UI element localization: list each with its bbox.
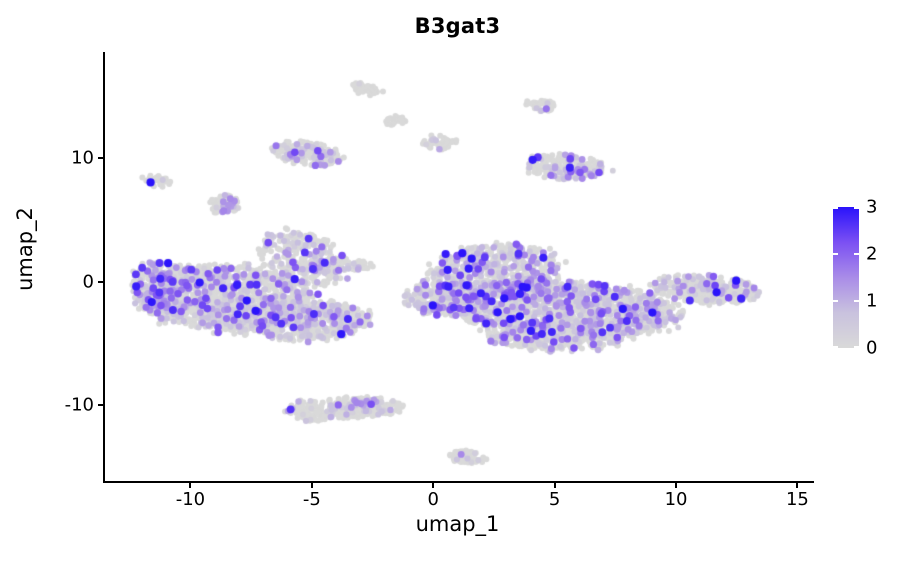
y-tick-label: 0	[82, 271, 94, 293]
colorbar-tick-label: 1	[866, 290, 878, 312]
y-tick-label: -10	[64, 394, 94, 416]
y-tick-mark	[98, 280, 103, 283]
colorbar-tick-label: 0	[866, 337, 878, 359]
colorbar-tick-mark	[833, 253, 838, 255]
colorbar-tick-mark	[854, 300, 859, 302]
x-tick-label: 0	[427, 489, 439, 510]
colorbar-tick-mark	[833, 300, 838, 302]
x-tick-mark	[432, 483, 435, 488]
colorbar-tick-label: 3	[866, 196, 878, 218]
y-axis-spine	[103, 52, 105, 483]
page-title: B3gat3	[414, 14, 501, 38]
x-tick-label: -10	[175, 489, 206, 510]
colorbar-tick-label: 2	[866, 243, 878, 265]
colorbar-gradient	[833, 207, 859, 348]
plot-area	[103, 52, 812, 482]
x-axis-label: umap_1	[415, 512, 500, 536]
colorbar-tick-mark	[854, 253, 859, 255]
x-tick-label: -5	[302, 489, 321, 510]
colorbar-tick-mark	[833, 346, 838, 348]
x-tick-mark	[310, 483, 313, 488]
x-tick-mark	[675, 483, 678, 488]
x-tick-label: 5	[548, 489, 561, 510]
x-tick-mark	[553, 483, 556, 488]
scatter-plot-canvas	[103, 52, 812, 482]
y-tick-label: 10	[71, 147, 94, 169]
x-tick-label: 10	[664, 489, 688, 510]
y-tick-mark	[98, 404, 103, 407]
y-axis-label: umap_2	[13, 207, 37, 291]
x-tick-mark	[189, 483, 192, 488]
x-tick-label: 15	[785, 489, 809, 510]
x-axis-spine	[103, 481, 814, 483]
colorbar-tick-mark	[854, 207, 859, 209]
colorbar-tick-mark	[833, 207, 838, 209]
colorbar-tick-mark	[854, 346, 859, 348]
y-tick-mark	[98, 157, 103, 160]
x-tick-mark	[796, 483, 799, 488]
